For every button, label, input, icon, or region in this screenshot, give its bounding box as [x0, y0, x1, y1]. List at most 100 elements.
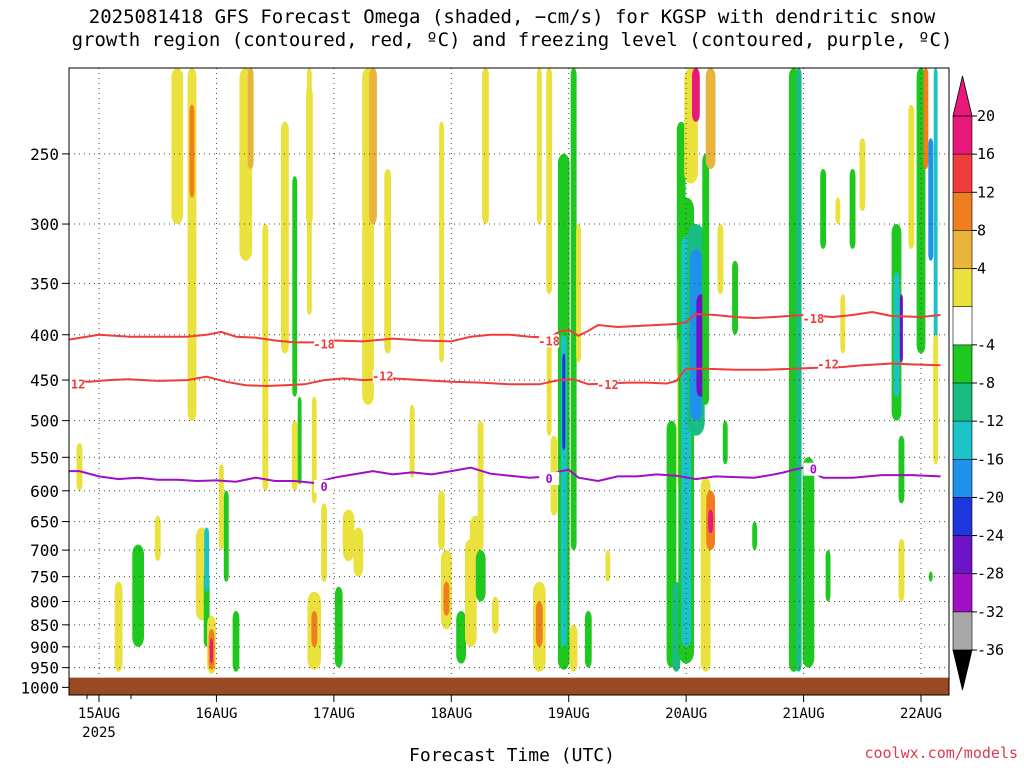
omega-cell-37 [334, 586, 343, 668]
contour-label-0-2: 0 [546, 472, 553, 486]
omega-cell-20 [210, 638, 213, 664]
contour-label-bg-0-1 [314, 479, 335, 493]
omega-cell-27 [281, 121, 289, 354]
omega-cell-30 [297, 396, 302, 485]
colorbar-label--28: -28 [977, 565, 1004, 583]
omega-cell-66 [576, 224, 581, 363]
omega-cell-102 [898, 539, 905, 602]
omega-cell-63 [562, 353, 566, 451]
omega-cell-87 [732, 260, 738, 335]
omega-cell-91 [802, 457, 815, 668]
chart-title: 2025081418 GFS Forecast Omega (shaded, −… [0, 6, 1024, 52]
omega-cell-95 [840, 294, 846, 354]
omega-cell-90 [795, 68, 802, 672]
contour-line--18 [69, 310, 941, 344]
contour-line-0 [69, 466, 941, 485]
xtick-label-17AUG: 17AUG [313, 706, 355, 722]
omega-cell-105 [923, 68, 929, 169]
colorbar-label--4: -4 [977, 336, 995, 354]
contour-label-bg--12-2 [597, 378, 618, 392]
colorbar-label--20: -20 [977, 488, 1004, 506]
xtick-label-15AUG: 15AUG [78, 706, 120, 722]
colorbar-label-20: 20 [977, 107, 995, 125]
contour-label-bg-0-2 [539, 472, 560, 486]
colorbar-label-4: 4 [977, 260, 986, 278]
omega-cell-33 [311, 396, 317, 504]
omega-cell-49 [465, 539, 477, 647]
omega-cell-26 [262, 224, 269, 491]
omega-cell-86 [722, 420, 728, 465]
contour-label--12-0: -12 [64, 377, 86, 391]
contour-label-0-0: 0 [7, 471, 14, 485]
contour-label-bg--12-3 [818, 357, 839, 371]
xtick-label-22AUG: 22AUG [900, 706, 942, 722]
omega-cell-83 [708, 509, 714, 534]
colorbar-bin--4-to-4 [952, 306, 973, 346]
colorbar-label-16: 16 [977, 145, 995, 163]
omega-cell-44 [439, 121, 444, 363]
colorbar-bin-20-to-24 [952, 115, 973, 155]
omega-cell-11 [154, 515, 161, 561]
omega-cell-22 [223, 490, 229, 582]
omega-cell-67 [584, 611, 592, 668]
colorbar-bin--20-to--16 [952, 458, 973, 499]
omega-cell-25 [247, 68, 254, 169]
omega-cell-28 [292, 176, 298, 397]
contour-label--12-1: -12 [372, 370, 394, 384]
ytick-label-900: 900 [30, 638, 59, 657]
contour-label-bg-0-0 [1, 471, 21, 484]
colorbar-top-arrow [952, 75, 973, 117]
ytick-label-450: 450 [30, 371, 59, 390]
omega-cell-1 [0, 610, 2, 670]
colorbar-bin--32-to--28 [952, 573, 973, 613]
y-axis: 250 300 350 400 450 500 550 600 650 700 750 800 850 9… [20, 145, 69, 697]
contour-label-bg--18-2 [539, 334, 560, 348]
omega-cell-41 [369, 68, 377, 224]
colorbar-bottom-arrow [952, 649, 973, 691]
x-axis: 15AUG 2025 16AUG 17AUG 18AUG 19AUG 20AUG 21AUG 2… [78, 695, 942, 741]
omega-cell-103 [908, 104, 915, 249]
omega-cell-84 [705, 68, 716, 169]
contour-label-bg--18-3 [803, 312, 824, 326]
omega-cell-47 [443, 581, 450, 616]
colorbar: 20 16 12 8 4 -4 -8 -12 -16 -20 -24 -28 -32 -36 [952, 75, 1004, 691]
omega-cell-32 [306, 86, 313, 225]
omega-cell-104 [916, 68, 926, 354]
ground-layer [69, 677, 949, 695]
xtick-label-20AUG: 20AUG [665, 706, 707, 722]
omega-cell-94 [835, 197, 841, 225]
xtick-label-19AUG: 19AUG [548, 706, 590, 722]
omega-cell-29 [291, 420, 298, 491]
ytick-label-650: 650 [30, 513, 59, 532]
omega-cell-4 [18, 397, 24, 464]
colorbar-label--12: -12 [977, 412, 1004, 430]
ytick-label-350: 350 [30, 274, 59, 293]
omega-cell-107 [933, 68, 938, 354]
omega-cell-38 [342, 509, 355, 561]
xtick-sublabel-15AUG: 2025 [82, 725, 116, 741]
omega-cell-65 [569, 624, 578, 672]
credit-link[interactable]: coolwx.com/models [864, 744, 1018, 762]
title-line-2: growth region (contoured, red, ºC) and f… [71, 29, 953, 51]
omega-cell-59 [546, 334, 552, 436]
omega-cell-53 [482, 68, 489, 224]
colorbar-bin--16-to--12 [952, 420, 973, 461]
omega-cell-97 [859, 138, 866, 211]
omega-cell-21 [218, 464, 224, 551]
omega-cell-23 [232, 611, 240, 672]
omega-cell-39 [353, 527, 364, 577]
colorbar-label--8: -8 [977, 374, 995, 392]
contour-label-bg--12-0 [69, 377, 85, 391]
colorbar-bin--28-to--24 [952, 535, 973, 575]
colorbar-bin-16-to-20 [952, 153, 973, 194]
omega-cell-36 [321, 503, 327, 582]
ytick-label-400: 400 [30, 326, 59, 345]
omega-cell-108 [933, 334, 939, 465]
contour-label-0-1: 0 [320, 480, 327, 494]
contour-line--12 [69, 362, 941, 388]
contour-label--12-3: -12 [817, 357, 839, 371]
omega-cell-45 [438, 490, 445, 551]
ytick-label-950: 950 [30, 659, 59, 678]
